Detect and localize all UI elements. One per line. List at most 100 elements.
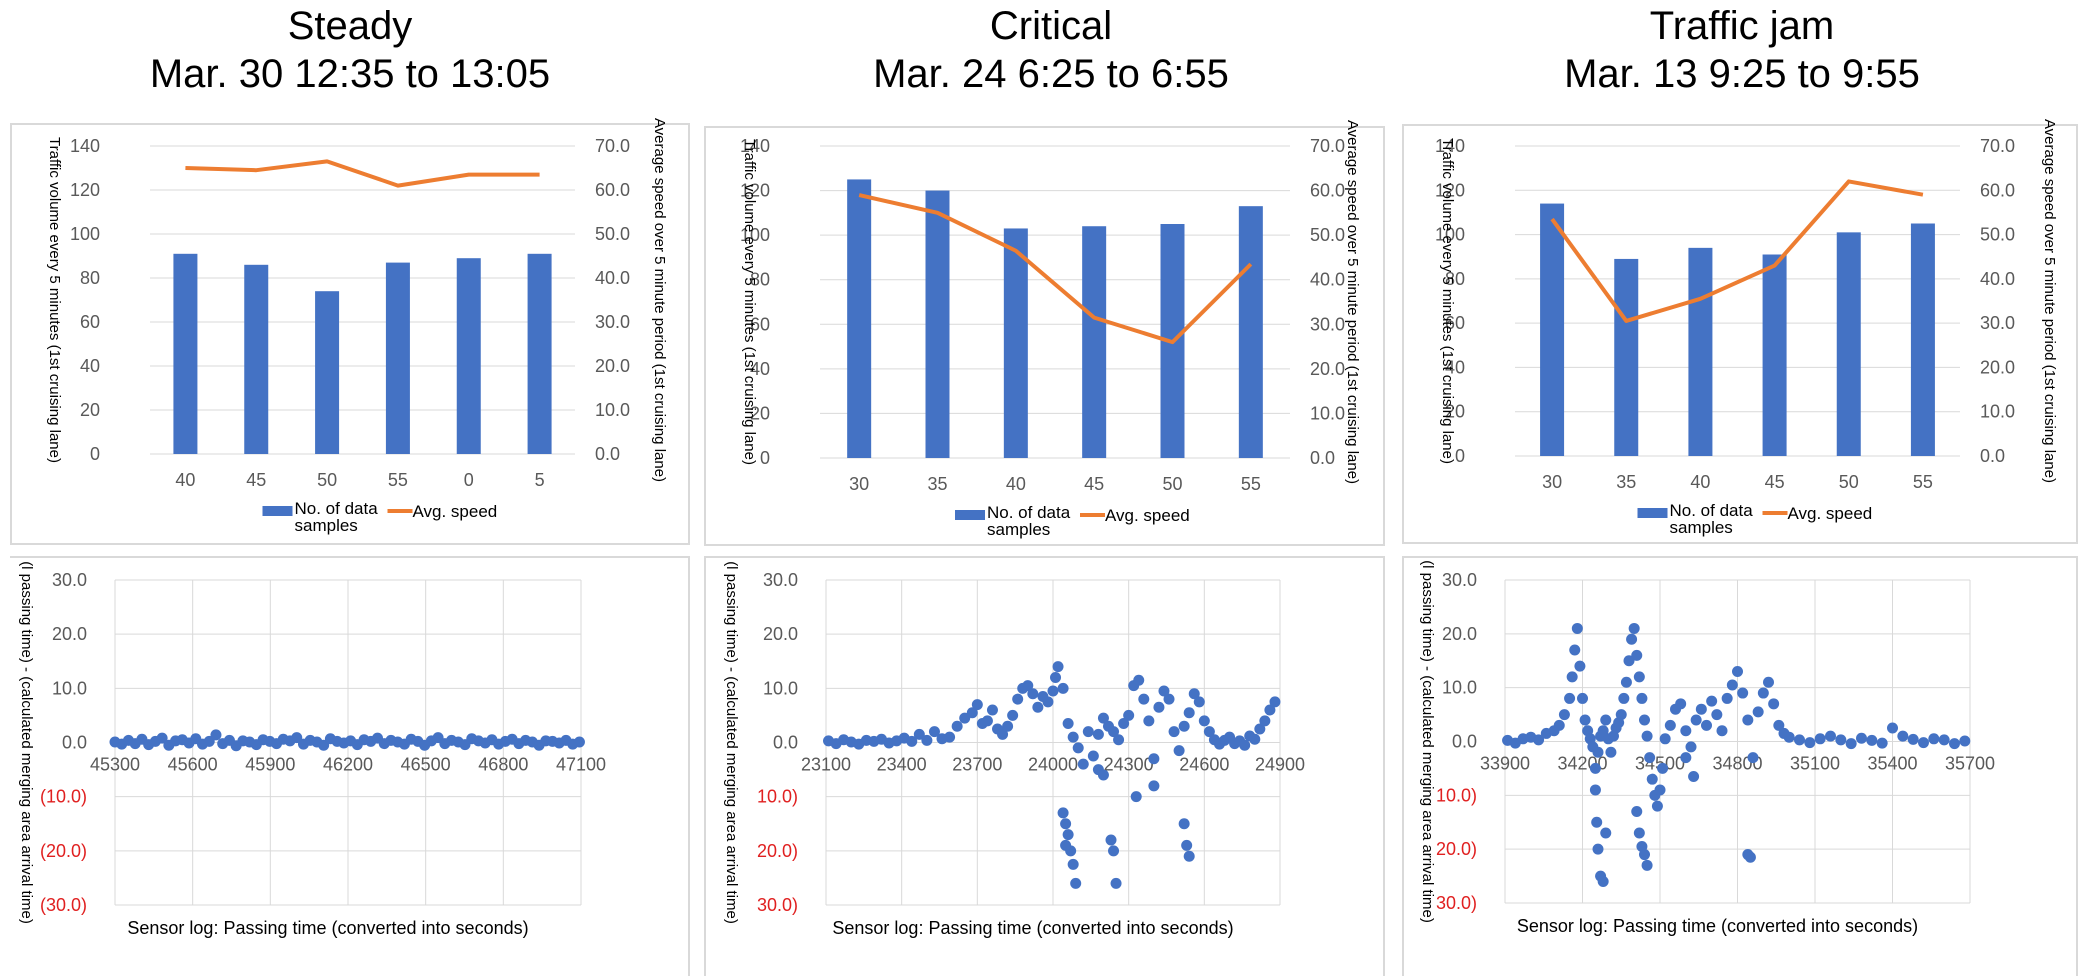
data-point xyxy=(1654,784,1666,796)
data-point xyxy=(1639,849,1650,861)
x-tick-label: 45 xyxy=(246,470,266,490)
y-tick-label: 30.0) xyxy=(1436,893,1477,913)
data-point xyxy=(1636,692,1648,704)
x-tick-label: 33900 xyxy=(1480,754,1530,774)
x-tick-label: 55 xyxy=(388,470,408,490)
data-point xyxy=(1569,644,1581,656)
y2-tick-label: 30.0 xyxy=(595,312,630,332)
x-tick-label: 24300 xyxy=(1104,755,1154,775)
data-point xyxy=(1768,698,1780,710)
data-point xyxy=(1062,829,1074,841)
y2-tick-label: 20.0 xyxy=(1980,357,2015,377)
data-point xyxy=(913,728,925,740)
x-tick-label: 50 xyxy=(317,470,337,490)
y2-tick-label: 10.0 xyxy=(595,400,630,420)
data-point xyxy=(1600,827,1612,839)
data-point xyxy=(1574,660,1586,672)
y-tick-label: 10.0) xyxy=(1436,785,1477,805)
x-tick-label: 45 xyxy=(1084,474,1104,494)
y-tick-label: 40 xyxy=(80,356,100,376)
data-point xyxy=(1188,688,1200,700)
x-tick-label: 45 xyxy=(1765,472,1785,492)
data-point xyxy=(1057,807,1069,819)
x-tick-label: 5 xyxy=(535,470,545,490)
y-tick-label: 30.0 xyxy=(763,570,798,590)
data-point xyxy=(1591,816,1603,828)
y2-tick-label: 70.0 xyxy=(1980,136,2015,156)
y-tick-label: 30.0) xyxy=(757,895,798,915)
data-point xyxy=(1050,672,1062,683)
data-point xyxy=(1110,877,1122,889)
y2-tick-label: 10.0 xyxy=(1310,403,1345,423)
y-tick-label: 120 xyxy=(740,181,770,201)
y2-tick-label: 20.0 xyxy=(595,356,630,376)
data-point xyxy=(1032,701,1044,713)
x-tick-label: 35700 xyxy=(1945,754,1995,774)
data-point xyxy=(1744,851,1756,863)
y-tick-label: 0 xyxy=(760,448,770,468)
data-point xyxy=(1732,666,1743,678)
bar xyxy=(527,253,552,454)
data-point xyxy=(1876,737,1888,749)
data-point xyxy=(1553,719,1565,731)
scatter-panel-critical xyxy=(704,556,1385,976)
y-tick-label: 100 xyxy=(70,224,100,244)
x-tick-label: 40 xyxy=(1006,474,1026,494)
data-point xyxy=(1918,737,1929,749)
data-point xyxy=(1928,733,1940,745)
bar-chart-panel-steady xyxy=(10,123,690,545)
data-point xyxy=(1716,725,1728,737)
y-axis-title: Traffic volume every 5 minutes (1st crui… xyxy=(46,137,63,463)
data-point xyxy=(1143,715,1155,727)
x-tick-label: 40 xyxy=(1690,472,1710,492)
bar xyxy=(1003,228,1028,458)
y2-tick-label: 20.0 xyxy=(1310,359,1345,379)
bar xyxy=(1762,254,1787,456)
data-point xyxy=(1007,709,1019,721)
avg-speed-line xyxy=(185,159,540,188)
bar-chart-panel-traffic-jam xyxy=(1402,124,2078,544)
y2-tick-label: 60.0 xyxy=(595,180,630,200)
x-tick-label: 50 xyxy=(1839,472,1859,492)
y2-tick-label: 0.0 xyxy=(1980,446,2005,466)
bar xyxy=(1910,223,1935,456)
y2-tick-label: 40.0 xyxy=(595,268,630,288)
y-tick-label: 60 xyxy=(1445,313,1465,333)
data-point xyxy=(1097,712,1109,724)
data-point xyxy=(1620,676,1632,688)
data-point xyxy=(1639,714,1650,726)
x-tick-label: 23400 xyxy=(877,755,927,775)
data-point xyxy=(1057,682,1069,694)
x-axis-title: Sensor log: Passing time (converted into… xyxy=(1517,916,1918,936)
data-point xyxy=(1641,730,1653,742)
y-tick-label: 30.0 xyxy=(1442,570,1477,590)
y-tick-label: 20 xyxy=(1445,402,1465,422)
data-point xyxy=(1623,655,1635,667)
data-point xyxy=(906,735,918,747)
data-point xyxy=(1123,709,1135,721)
chart-period: Mar. 30 12:35 to 13:05 xyxy=(149,52,551,96)
bar xyxy=(1614,258,1639,456)
legend-label: samples xyxy=(1670,518,1733,537)
data-point xyxy=(944,731,956,743)
y2-tick-label: 70.0 xyxy=(1310,136,1345,156)
data-point xyxy=(1897,730,1909,742)
legend-label: samples xyxy=(295,516,358,535)
y-tick-label: 20.0) xyxy=(757,841,798,861)
data-point xyxy=(1690,714,1702,726)
x-tick-label: 45900 xyxy=(245,755,295,775)
data-point xyxy=(1178,818,1190,830)
legend-swatch-bar xyxy=(262,506,293,516)
x-tick-label: 30 xyxy=(849,474,869,494)
data-point xyxy=(1773,719,1785,731)
data-point xyxy=(1659,733,1671,745)
y-tick-label: 40 xyxy=(1445,357,1465,377)
data-point xyxy=(1626,633,1638,645)
x-tick-label: 24600 xyxy=(1179,755,1229,775)
data-point xyxy=(1566,671,1578,683)
y-tick-label: 20.0) xyxy=(1436,839,1477,859)
data-point xyxy=(1742,714,1754,726)
data-point xyxy=(1597,875,1609,887)
data-point xyxy=(1183,707,1195,719)
y-axis-title: (l passing time) - (calculated merging a… xyxy=(723,561,740,924)
